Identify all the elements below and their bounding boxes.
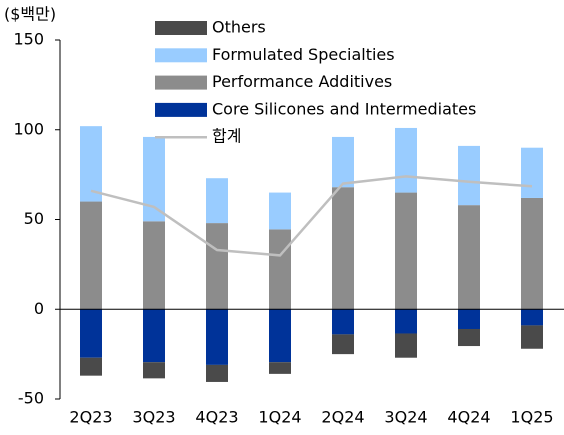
legend-swatch (155, 21, 207, 35)
legend-swatch (155, 48, 207, 63)
bar (80, 309, 102, 358)
x-tick-label: 4Q23 (195, 408, 238, 427)
bar (143, 362, 165, 379)
bar (80, 357, 102, 376)
x-tick-label: 4Q24 (447, 408, 490, 427)
bar (395, 127, 417, 193)
x-tick-label: 3Q24 (384, 408, 427, 427)
bar (458, 205, 480, 310)
legend-label: Performance Additives (212, 72, 392, 91)
bar (458, 145, 480, 206)
bar (395, 192, 417, 310)
bar (458, 328, 480, 347)
bar (80, 126, 102, 202)
x-tick-label: 3Q23 (132, 408, 175, 427)
bar (332, 187, 354, 310)
bar (269, 362, 291, 374)
bar (206, 223, 228, 310)
x-tick-label: 1Q25 (510, 408, 553, 427)
legend-label: Others (212, 18, 266, 37)
x-tick-label: 1Q24 (258, 408, 301, 427)
bar (395, 333, 417, 358)
y-tick-label: 50 (24, 209, 44, 228)
legend-label: Core Silicones and Intermediates (212, 99, 476, 118)
bar (269, 192, 291, 230)
unit-label: ($백만) (4, 5, 56, 24)
x-tick-label: 2Q24 (321, 408, 364, 427)
bar (332, 136, 354, 188)
bar (332, 334, 354, 355)
x-tick-label: 2Q23 (69, 408, 112, 427)
bar (458, 309, 480, 329)
y-tick-label: 100 (13, 119, 44, 138)
y-tick-label: 0 (34, 299, 44, 318)
bar (521, 197, 543, 310)
line (90, 175, 533, 257)
legend-label: 합계 (212, 127, 241, 146)
y-tick-label: 150 (13, 30, 44, 49)
bar (269, 229, 291, 310)
legend-swatch (155, 102, 207, 117)
bar (521, 309, 543, 326)
bar (206, 309, 228, 365)
bar (521, 325, 543, 349)
bar (206, 364, 228, 382)
legend-swatch (155, 75, 207, 90)
y-tick-label: -50 (18, 389, 44, 408)
bar (395, 309, 417, 334)
bar (521, 147, 543, 198)
bar (80, 201, 102, 310)
bar (143, 309, 165, 363)
legend-label: Formulated Specialties (212, 45, 395, 64)
bar (269, 309, 291, 363)
bar (206, 178, 228, 224)
bar (143, 136, 165, 222)
bar (332, 309, 354, 335)
bar (143, 221, 165, 310)
